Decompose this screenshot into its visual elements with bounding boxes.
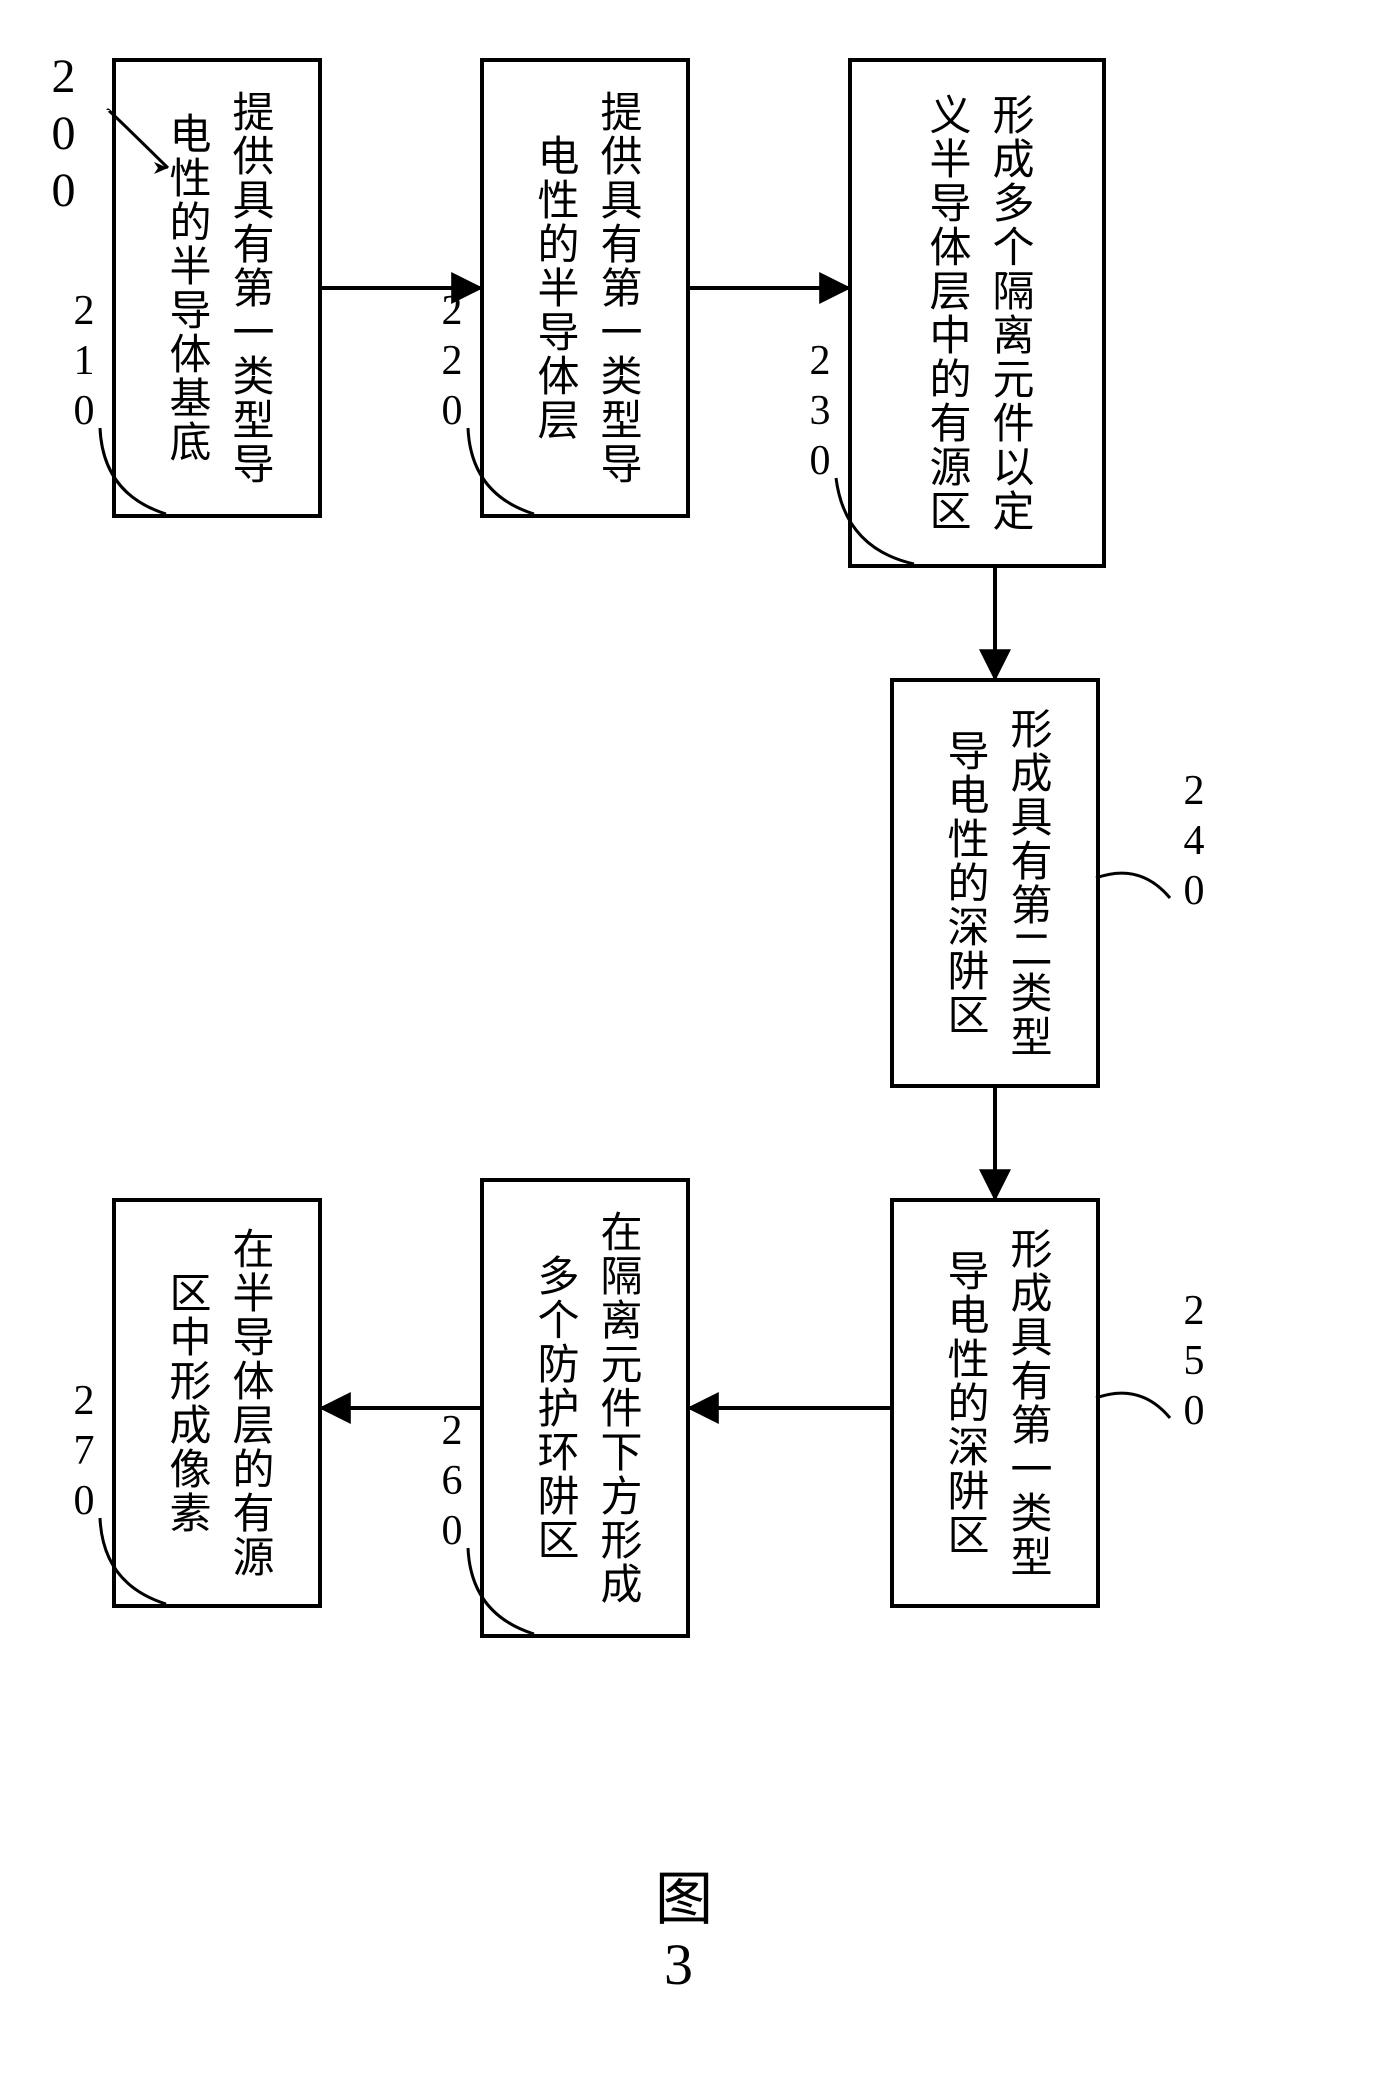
flowchart-canvas: 200 图3 提供具有第一类型导电性的半导体基底 提供具有第一类型导电性的半导体… [0, 0, 1396, 2098]
connector-layer [0, 0, 1396, 2098]
flow-id-hook [108, 110, 168, 168]
